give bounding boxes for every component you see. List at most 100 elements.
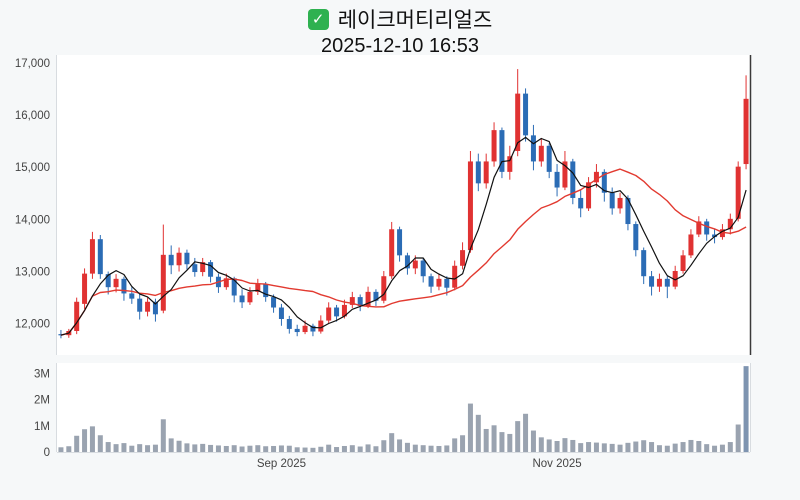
candle-body <box>129 293 135 299</box>
volume-bar <box>223 445 229 452</box>
green-checkbox-icon: ✓ <box>307 8 329 30</box>
volume-bar <box>609 443 615 452</box>
candle-body <box>113 278 119 288</box>
volume-bar <box>215 445 221 452</box>
volume-bar <box>475 414 481 452</box>
price-axis-label: 13,000 <box>15 267 50 279</box>
volume-bar <box>593 442 599 452</box>
candle-body <box>145 301 151 312</box>
volume-bar <box>247 445 253 452</box>
price-axis-label: 14,000 <box>15 214 50 226</box>
volume-axis-label: 0 <box>44 447 50 459</box>
candle-body <box>239 295 245 303</box>
volume-bar <box>137 444 143 452</box>
volume-bar <box>712 445 718 452</box>
candle-body <box>389 229 395 277</box>
candle-body <box>310 325 316 332</box>
volume-bar <box>743 366 749 452</box>
candle-body <box>381 276 387 301</box>
volume-axis-label: 2M <box>34 395 50 407</box>
candle-body <box>491 130 497 162</box>
candle-body <box>412 260 418 269</box>
volume-bar <box>523 413 529 452</box>
candle-body <box>719 229 725 238</box>
volume-bar <box>365 444 371 452</box>
candle-body <box>680 255 686 271</box>
volume-bar <box>168 438 174 452</box>
candle-body <box>609 192 615 209</box>
volume-bar <box>735 424 741 452</box>
price-pane-bg <box>57 55 750 355</box>
volume-bar <box>89 426 95 452</box>
candle-body <box>318 320 324 332</box>
volume-bar <box>357 446 363 452</box>
volume-bar <box>680 442 686 452</box>
volume-bar <box>578 443 584 452</box>
volume-axis-label: 3M <box>34 368 50 380</box>
candle-body <box>137 298 143 312</box>
candle-body <box>208 262 214 277</box>
volume-bar <box>428 445 434 452</box>
candle-body <box>523 93 529 136</box>
candle-body <box>105 274 111 288</box>
chart-timestamp: 2025-12-10 16:53 <box>321 35 479 57</box>
candle-body <box>231 278 237 296</box>
candle-body <box>420 260 426 277</box>
volume-bar <box>160 419 166 452</box>
candle-body <box>97 239 103 275</box>
candle-body <box>538 145 544 162</box>
candle-body <box>334 307 340 317</box>
candle-body <box>727 218 733 230</box>
volume-bar <box>633 441 639 452</box>
candle-body <box>82 273 88 304</box>
volume-bar <box>499 432 505 452</box>
candle-body <box>507 156 513 172</box>
candle-body <box>286 319 292 329</box>
candle-body <box>460 250 466 266</box>
candle-body <box>656 278 662 287</box>
candle-body <box>499 130 505 172</box>
volume-bar <box>625 442 631 452</box>
candle-body <box>404 255 410 269</box>
x-axis-label: Sep 2025 <box>257 458 306 470</box>
candle-body <box>192 264 198 273</box>
volume-bar <box>176 440 182 452</box>
volume-bar <box>326 444 332 452</box>
volume-bar <box>452 438 458 452</box>
candle-body <box>255 284 261 292</box>
candle-body <box>641 250 647 277</box>
candle-body <box>428 276 434 287</box>
volume-bar <box>381 440 387 452</box>
volume-bar <box>688 439 694 452</box>
volume-bar <box>97 435 103 452</box>
candle-body <box>341 304 347 317</box>
volume-bar <box>208 444 214 452</box>
volume-bar <box>200 443 206 452</box>
volume-bar <box>704 444 710 452</box>
candle-body <box>452 265 458 288</box>
volume-pane-bg <box>57 363 750 452</box>
candle-body <box>617 197 623 209</box>
chart-header: ✓ 레이크머티리얼즈 2025-12-10 16:53 <box>0 0 800 58</box>
volume-bar <box>278 445 284 452</box>
candle-body <box>152 301 158 315</box>
volume-bar <box>696 441 702 452</box>
candle-body <box>712 234 718 238</box>
volume-bar <box>460 435 466 452</box>
volume-bar <box>436 445 442 452</box>
volume-axis-label: 1M <box>34 421 50 433</box>
candle-body <box>601 171 607 193</box>
candle-body <box>593 171 599 183</box>
candle-body <box>570 161 576 198</box>
volume-bar <box>649 442 655 452</box>
candle-body <box>625 197 631 225</box>
price-axis-label: 12,000 <box>15 319 50 331</box>
volume-bar <box>271 445 277 452</box>
candle-body <box>74 301 80 331</box>
volume-bar <box>546 439 552 452</box>
volume-bar <box>263 446 269 452</box>
volume-bar <box>656 445 662 452</box>
candle-body <box>121 278 127 294</box>
candle-body <box>349 297 355 305</box>
